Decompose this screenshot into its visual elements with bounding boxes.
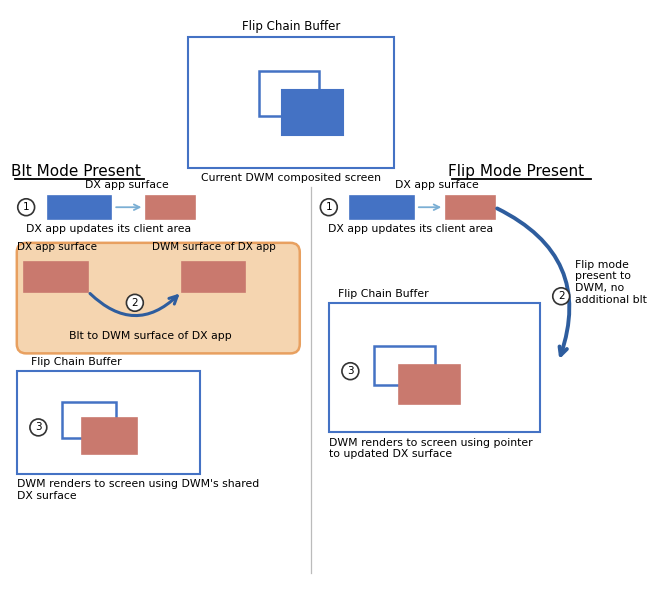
Bar	[17, 371, 200, 474]
Bar	[188, 37, 394, 168]
Text: DWM renders to screen using pointer
to updated DX surface: DWM renders to screen using pointer to u…	[329, 438, 532, 459]
Text: Flip mode
present to
DWM, no
additional blt: Flip mode present to DWM, no additional …	[575, 260, 647, 305]
Text: 3: 3	[35, 422, 42, 432]
Text: Current DWM composited screen: Current DWM composited screen	[201, 172, 381, 182]
Circle shape	[18, 199, 35, 216]
Text: 1: 1	[325, 202, 332, 212]
Bar	[62, 402, 116, 438]
Bar	[446, 196, 495, 219]
Text: Blt Mode Present: Blt Mode Present	[11, 164, 141, 179]
Bar	[82, 418, 136, 454]
Text: Flip Chain Buffer: Flip Chain Buffer	[242, 20, 340, 33]
Circle shape	[552, 288, 569, 305]
Text: DX app surface: DX app surface	[394, 181, 479, 190]
Bar	[282, 90, 343, 135]
Text: 3: 3	[347, 366, 354, 376]
Text: Flip Chain Buffer: Flip Chain Buffer	[31, 358, 121, 368]
Bar	[48, 196, 112, 219]
Text: DWM surface of DX app: DWM surface of DX app	[151, 242, 276, 252]
Text: DX app surface: DX app surface	[86, 181, 169, 190]
Bar	[329, 303, 539, 432]
Text: Flip Chain Buffer: Flip Chain Buffer	[338, 289, 429, 299]
Circle shape	[30, 419, 47, 436]
Text: 2: 2	[558, 291, 564, 301]
Text: Flip Mode Present: Flip Mode Present	[448, 164, 584, 179]
Bar	[374, 346, 435, 386]
Text: DWM renders to screen using DWM's shared
DX surface: DWM renders to screen using DWM's shared…	[17, 479, 259, 501]
Text: DX app updates its client area: DX app updates its client area	[328, 224, 493, 234]
FancyBboxPatch shape	[17, 243, 300, 353]
Bar	[351, 196, 414, 219]
Text: 2: 2	[131, 298, 138, 308]
Bar	[182, 261, 246, 292]
Bar	[24, 261, 88, 292]
Bar	[146, 196, 195, 219]
Bar	[399, 365, 460, 404]
Circle shape	[127, 295, 143, 311]
Text: DX app surface: DX app surface	[17, 242, 97, 252]
Circle shape	[342, 363, 358, 380]
Text: Blt to DWM surface of DX app: Blt to DWM surface of DX app	[69, 331, 232, 341]
Text: 1: 1	[23, 202, 29, 212]
Bar	[259, 71, 319, 116]
Circle shape	[321, 199, 337, 216]
Text: DX app updates its client area: DX app updates its client area	[26, 224, 191, 234]
